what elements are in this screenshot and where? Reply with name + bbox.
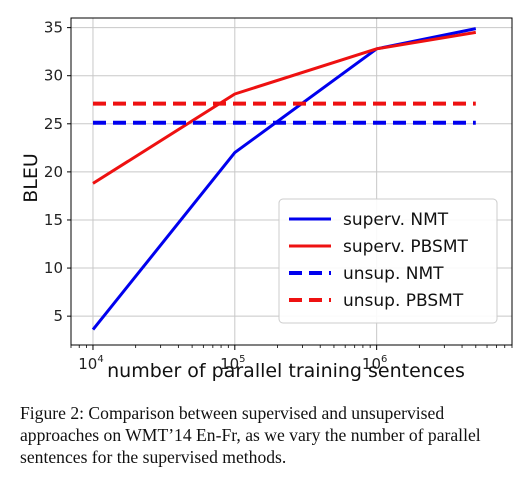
series-line-superv-pbsmt (92, 30, 477, 185)
y-tick-label: 5 (53, 307, 63, 325)
x-axis-label: number of parallel training sentences (107, 360, 465, 382)
figure-caption: Figure 2: Comparison between supervised … (20, 403, 481, 467)
legend-label: superv. PBSMT (343, 237, 468, 257)
y-tick-label: 20 (44, 163, 63, 181)
legend-box (278, 198, 498, 324)
legend: superv. NMT superv. PBSMT unsup. NMT unsup.… (278, 198, 498, 324)
bleu-line-chart: 5 10 15 20 25 30 35 104 105 106 number of paralle… (20, 17, 513, 382)
legend-label: unsup. PBSMT (343, 291, 464, 311)
y-tick-label: 35 (44, 19, 63, 37)
legend-label: superv. NMT (343, 210, 449, 230)
legend-label: unsup. NMT (343, 264, 444, 284)
y-tick-label: 10 (44, 259, 63, 277)
series-line-superv-nmt (91, 27, 477, 331)
x-tick-label: 105 (220, 354, 245, 373)
axis-ticks: 5 10 15 20 25 30 35 104 105 106 (44, 19, 513, 373)
x-tick-label: 104 (78, 354, 103, 373)
y-tick-label: 30 (44, 67, 63, 85)
x-tick-label: 106 (362, 354, 387, 373)
y-axis-label: BLEU (20, 153, 42, 203)
y-tick-label: 15 (44, 211, 63, 229)
y-tick-label: 25 (44, 115, 63, 133)
series-layer (91, 27, 477, 331)
plot-frame (70, 17, 513, 346)
